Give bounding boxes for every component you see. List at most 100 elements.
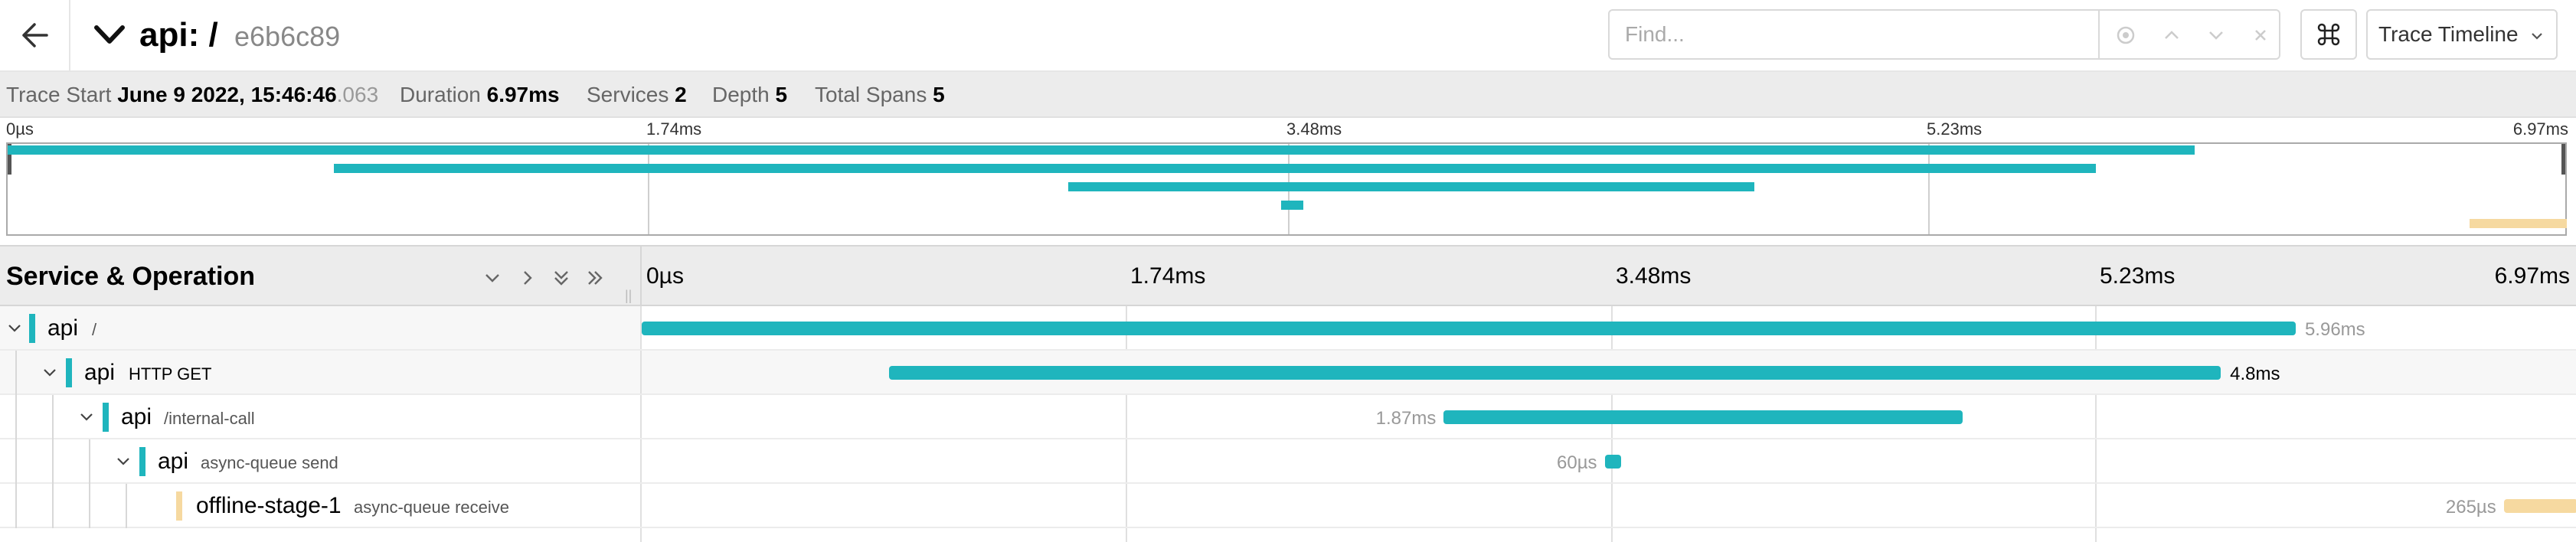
chevron-down-icon — [2532, 33, 2542, 40]
span-bar[interactable] — [888, 366, 2221, 380]
expand-all-icon[interactable] — [584, 266, 606, 289]
back-button[interactable] — [0, 0, 70, 70]
span-bar[interactable] — [642, 322, 2296, 335]
span-row[interactable]: api /internal-call 1.87ms — [0, 395, 2576, 439]
arrow-left-icon — [22, 23, 48, 47]
minimap-span-bar — [1067, 182, 1754, 191]
service-color-strip — [29, 314, 35, 343]
span-row[interactable]: api async-queue send 60µs — [0, 439, 2576, 484]
find-box — [1608, 9, 2280, 60]
chevron-down-icon[interactable] — [2201, 20, 2231, 51]
trace-id: e6b6c89 — [234, 21, 341, 52]
timeline-gridline — [1126, 306, 1127, 542]
span-name-cell[interactable]: offline-stage-1 async-queue receive — [0, 484, 640, 528]
service-color-strip — [66, 358, 72, 387]
span-view-cell[interactable]: 265µs — [642, 484, 2576, 527]
trace-header: api: / e6b6c89 Trace Timeline — [0, 0, 2576, 72]
minimap-span-bar — [334, 164, 2096, 173]
timeline-tick: 0µs — [646, 263, 684, 289]
chevron-down-icon[interactable] — [78, 409, 95, 426]
span-name-cell[interactable]: api async-queue send — [0, 439, 640, 484]
minimap-tick: 1.74ms — [646, 119, 702, 139]
span-view-cell[interactable]: 60µs — [642, 439, 2576, 482]
minimap-tick: 6.97ms — [2512, 119, 2568, 139]
service-name: api — [158, 449, 189, 474]
tree-guide — [89, 484, 90, 528]
span-bar[interactable] — [2503, 499, 2576, 513]
collapse-one-icon[interactable] — [481, 266, 504, 289]
operation-name: /internal-call — [164, 409, 255, 428]
span-duration-label: 4.8ms — [2230, 364, 2280, 384]
service-name: api — [84, 360, 116, 385]
span-rows: api / 5.96ms api HTTP GET 4.8ms api /int… — [0, 306, 2576, 542]
span-row[interactable]: api HTTP GET 4.8ms — [0, 351, 2576, 395]
service-name: offline-stage-1 — [196, 493, 342, 518]
timeline-gridline — [1611, 306, 1613, 542]
depth: Depth 5 — [712, 83, 788, 106]
chevron-up-icon[interactable] — [2156, 20, 2187, 51]
minimap-tick: 5.23ms — [1927, 119, 1983, 139]
span-duration-label: 60µs — [1557, 452, 1597, 473]
view-select[interactable]: Trace Timeline — [2366, 9, 2558, 60]
service-name: api — [121, 404, 152, 429]
span-row[interactable]: api / 5.96ms — [0, 306, 2576, 351]
timeline-tick: 1.74ms — [1130, 263, 1206, 289]
span-bar[interactable] — [1443, 410, 1963, 424]
chevron-down-icon[interactable] — [6, 320, 23, 337]
tree-guide — [52, 395, 54, 439]
operation-name: / — [92, 320, 97, 339]
minimap-tick: 0µs — [6, 119, 34, 139]
service-name: api — [47, 315, 79, 341]
tree-guide — [52, 484, 54, 528]
column-splitter[interactable] — [640, 247, 642, 306]
splitter-grip-icon[interactable]: || — [625, 288, 633, 303]
timeline-tick: 5.23ms — [2100, 263, 2176, 289]
service-operation-title: Service & Operation — [6, 262, 256, 291]
span-name-cell[interactable]: api /internal-call — [0, 395, 640, 439]
tree-guide — [15, 351, 17, 395]
service-color-strip — [139, 447, 145, 476]
trace-title-operation: / — [208, 16, 218, 54]
operation-name: HTTP GET — [129, 364, 212, 384]
span-name-cell[interactable]: api HTTP GET — [0, 351, 640, 395]
span-duration-label: 265µs — [2445, 497, 2496, 518]
minimap-left-handle[interactable] — [8, 144, 11, 175]
minimap-span-bar — [8, 145, 2195, 155]
tree-guide — [126, 484, 127, 528]
minimap-gridline — [1928, 144, 1930, 234]
trace-minimap[interactable] — [6, 142, 2568, 236]
span-row[interactable]: offline-stage-1 async-queue receive 265µ… — [0, 484, 2576, 528]
service-color-strip — [103, 403, 109, 432]
tree-guide — [15, 395, 17, 439]
tree-guide — [15, 484, 17, 528]
span-name-cell[interactable]: api / — [0, 306, 640, 349]
command-key-icon — [2317, 23, 2340, 46]
tree-guide — [15, 439, 17, 484]
clear-icon[interactable] — [2245, 20, 2276, 51]
span-view-cell[interactable]: 5.96ms — [642, 306, 2576, 349]
total-spans: Total Spans 5 — [815, 83, 945, 106]
service-color-strip — [176, 491, 182, 521]
minimap-right-handle[interactable] — [2561, 144, 2565, 175]
chevron-down-icon[interactable] — [41, 364, 58, 381]
collapse-chevron-icon[interactable] — [93, 21, 126, 49]
duration: Duration 6.97ms — [400, 83, 560, 106]
span-duration-label: 1.87ms — [1375, 408, 1437, 429]
chevron-down-icon[interactable] — [115, 453, 132, 470]
keyboard-shortcuts-button[interactable] — [2300, 9, 2357, 60]
tree-guide — [89, 439, 90, 484]
collapse-all-icon[interactable] — [550, 266, 573, 289]
locate-icon[interactable] — [2110, 20, 2141, 51]
expand-one-icon[interactable] — [516, 266, 539, 289]
minimap-gridline — [648, 144, 649, 234]
span-view-cell[interactable]: 4.8ms — [642, 351, 2576, 393]
find-input[interactable] — [1610, 11, 2100, 58]
span-view-cell[interactable]: 1.87ms — [642, 395, 2576, 438]
span-bar[interactable] — [1604, 455, 1622, 469]
view-select-label: Trace Timeline — [2378, 22, 2519, 46]
minimap-span-bar — [2470, 219, 2568, 228]
trace-title-service: api: — [139, 16, 200, 54]
minimap-span-bar — [1280, 201, 1303, 210]
operation-name: async-queue receive — [354, 498, 510, 517]
trace-title: api: / — [139, 12, 218, 58]
